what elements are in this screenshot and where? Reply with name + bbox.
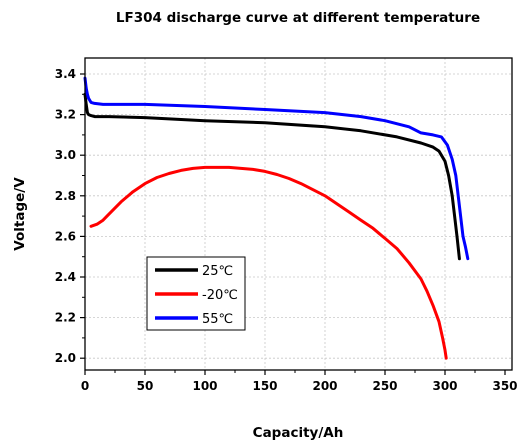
x-tick-label: 150 bbox=[252, 379, 277, 393]
y-axis-label: Voltage/V bbox=[12, 177, 28, 251]
x-tick-label: 100 bbox=[192, 379, 217, 393]
x-axis-label: Capacity/Ah bbox=[253, 425, 344, 441]
y-tick-label: 2.4 bbox=[55, 270, 76, 284]
series-line-2 bbox=[83, 76, 470, 261]
plot-frame bbox=[84, 57, 513, 371]
y-tick-label: 2.2 bbox=[55, 311, 76, 325]
series-line-1 bbox=[89, 165, 448, 360]
x-tick-label: 250 bbox=[372, 379, 397, 393]
legend-label: 55℃ bbox=[202, 312, 233, 327]
y-axis-ticks: 2.0 2.2 2.4 2.6 2.8 3.0 3.2 3.4 bbox=[55, 67, 85, 365]
legend-label: 25℃ bbox=[202, 264, 233, 279]
y-tick-label: 3.0 bbox=[55, 148, 76, 162]
chart-title: LF304 discharge curve at different tempe… bbox=[116, 10, 480, 26]
y-tick-label: 3.4 bbox=[55, 67, 76, 81]
y-tick-label: 3.2 bbox=[55, 108, 76, 122]
x-axis-ticks: 0 50 100 150 200 250 300 350 bbox=[81, 370, 518, 393]
y-tick-label: 2.8 bbox=[55, 189, 76, 203]
series-lines bbox=[83, 76, 470, 360]
legend: 25℃ -20℃ 55℃ bbox=[146, 256, 246, 331]
y-tick-label: 2.6 bbox=[55, 229, 76, 243]
series-line-0 bbox=[83, 92, 461, 261]
y-tick-label: 2.0 bbox=[55, 351, 76, 365]
x-tick-label: 350 bbox=[492, 379, 517, 393]
legend-label: -20℃ bbox=[202, 288, 238, 303]
x-tick-label: 300 bbox=[432, 379, 457, 393]
x-tick-label: 200 bbox=[312, 379, 337, 393]
x-tick-label: 0 bbox=[81, 379, 89, 393]
x-tick-label: 50 bbox=[137, 379, 154, 393]
